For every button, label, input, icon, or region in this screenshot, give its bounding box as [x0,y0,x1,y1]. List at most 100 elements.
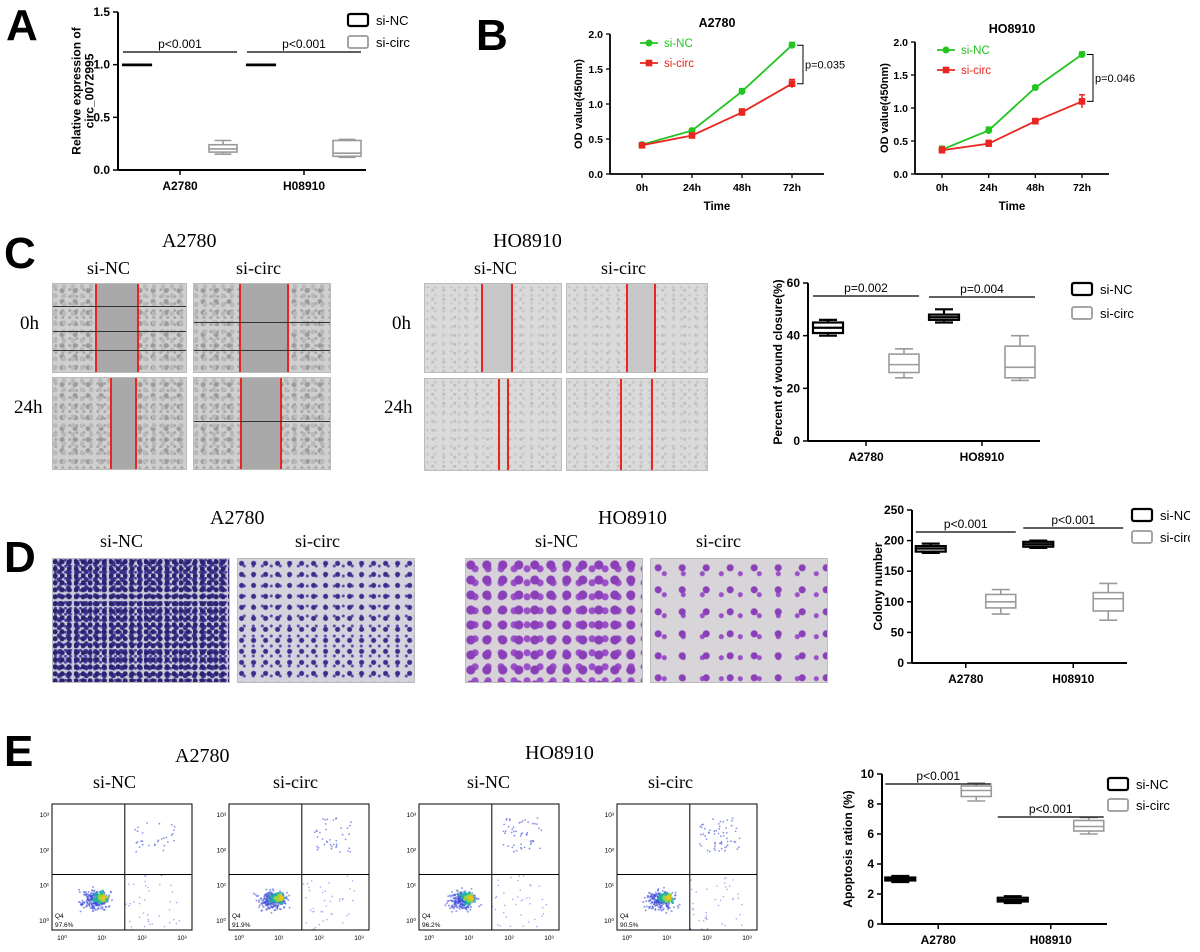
flow-dot-blue [658,903,661,906]
flow-dot-scatter [704,917,707,919]
flow-dot-scatter [308,886,310,889]
flow-dot-scatter [125,903,127,905]
flow-dot-blue [461,887,463,890]
flow-dot-scatter [302,883,305,885]
flow-dot-blue [279,908,282,911]
flow-dot-scatter [163,925,166,928]
flow-dot-apoptotic [511,828,514,831]
flow-dot-blue [93,905,96,908]
flow-dot-green [275,896,279,900]
flow-dot-apoptotic [699,825,702,828]
y-tick-label: 200 [884,534,904,548]
flow-dot-scatter [175,922,178,925]
box-si-circ [888,353,920,374]
y-tick-label: 0 [867,917,874,931]
c-ho8910-si-nc-label: si-NC [474,258,518,278]
flow-x-tick-label: 10⁰ [622,934,632,942]
flow-dot-blue [668,902,671,905]
flow-dot-scatter [739,913,741,916]
flow-y-tick-label: 10⁰ [406,917,416,925]
flow-dot-scatter [128,883,130,886]
e-a2780-si-nc-label: si-NC [93,772,137,792]
data-point-si-NC [985,126,993,134]
flow-dot-scatter [170,884,172,887]
flow-dot-apoptotic [513,830,515,833]
flow-dot-apoptotic [170,834,173,837]
flow-dot-scatter [735,918,738,920]
flow-dot-scatter [339,898,341,900]
flow-dot-scatter [178,920,181,922]
flow-dot-scatter [692,913,695,916]
flow-dot-apoptotic [135,842,138,844]
flow-y-tick-label: 10² [605,847,615,854]
flow-dot-scatter [494,908,497,911]
flow-dot-scatter [329,900,332,903]
flow-dot-scatter [331,913,333,915]
flow-dot-blue [459,891,462,894]
y-tick-label: 100 [884,595,904,609]
flow-dot-scatter [322,920,324,922]
flow-dot-scatter [325,905,328,907]
flow-dot-blue [648,906,651,908]
flow-dot-blue [111,899,113,902]
flow-dot-blue [451,904,454,907]
x-tick-label: 24h [980,182,998,194]
flow-dot-apoptotic [510,831,513,834]
flow-dot-scatter [320,911,322,913]
flow-dot-blue [668,906,671,909]
flow-dot-apoptotic [166,841,169,843]
x-tick-label: A2780 [948,672,984,686]
flow-dot-blue [449,907,451,910]
flow-quadrant-label: Q4 [232,913,241,920]
y-axis-label: OD value(450nm) [879,63,891,153]
flow-dot-scatter [723,877,726,880]
flow-dot-blue [460,906,463,909]
legend-swatch [1107,798,1129,812]
flow-dot-apoptotic [324,819,326,821]
flow-dot-apoptotic [505,818,508,821]
flow-dot-blue [99,905,102,907]
flow-dot-blue [285,891,288,894]
flow-dot-scatter [538,885,541,887]
flow-dot-apoptotic [515,849,518,852]
flow-dot-apoptotic [536,823,538,825]
flow-dot-blue [265,908,268,911]
y-tick-label: 6 [867,827,874,841]
panel-letter-c: C [4,229,36,278]
flow-dot-scatter [706,928,709,930]
chart-e-apoptosis: 0 2 4 6 8 10 Apoptosis ration (%) A2780 p<0.001 H… [841,767,1170,947]
flow-dot-blue [661,890,664,892]
flow-dot-apoptotic [726,844,729,846]
flow-dot-scatter [130,926,133,928]
flow-dot-scatter [147,918,150,921]
data-point-si-NC [738,87,746,95]
flow-dot-apoptotic [316,830,318,832]
flow-dot-blue [455,896,458,899]
y-axis-label-line: Percent of wound closure(%) [771,279,785,444]
flow-dot-scatter [716,885,718,887]
flow-dot-apoptotic [330,845,333,848]
flow-y-tick-label: 10⁰ [39,917,49,925]
legend-marker [942,46,950,54]
flow-dot-blue [455,897,458,900]
flow-dot-apoptotic [332,843,335,846]
y-tick-label: 0.5 [893,136,908,148]
flow-dot-apoptotic [324,823,327,825]
series-line-si-NC [941,53,1083,151]
flow-dot-scatter [323,899,326,902]
y-axis-label-line: Relative expression of [70,26,84,154]
flow-dot-apoptotic [313,831,316,834]
flow-dot-apoptotic [733,840,736,843]
flow-dot-cyan [462,892,465,896]
x-tick-label: H08910 [283,179,325,193]
flow-dot-blue [459,900,461,903]
flow-dot-blue [447,895,450,898]
flow-dot-blue [650,893,653,896]
chart-a-relative-expression: 0.0 0.5 1.0 1.5 Relative expression ofcirc_0… [70,5,411,193]
flow-dot-blue [90,899,93,902]
c-a2780-si-circ-label: si-circ [236,258,281,278]
flow-dot-scatter [499,925,501,927]
flow-dot-blue [643,896,646,899]
flow-dot-blue [269,888,272,891]
flow-dot-scatter [171,891,174,893]
